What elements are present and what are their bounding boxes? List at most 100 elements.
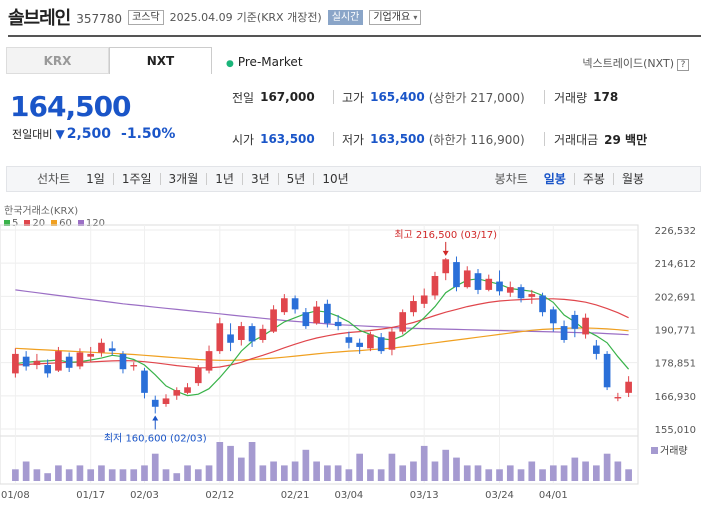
ma-legend-item[interactable]: 20: [24, 218, 45, 229]
volume-bar: [367, 469, 374, 481]
period-1d[interactable]: 1일: [78, 173, 114, 185]
volume-bar: [313, 461, 320, 481]
candle-weekly[interactable]: 주봉: [575, 173, 614, 185]
volume-bar: [496, 469, 503, 481]
candle-body: [356, 342, 363, 347]
x-tick-label: 04/01: [539, 490, 568, 501]
period-3y[interactable]: 3년: [243, 173, 279, 185]
candle-body: [593, 345, 600, 354]
candle-chart-button[interactable]: 봉차트: [494, 172, 528, 186]
volume-bar: [55, 465, 62, 481]
market-badge: 코스닥: [128, 9, 164, 25]
period-1w[interactable]: 1주일: [114, 173, 161, 185]
nextrade-link[interactable]: 넥스트레이드(NXT)?: [582, 55, 689, 71]
divider: [544, 132, 545, 146]
volume-bar: [173, 473, 181, 481]
stat-label: 시가: [232, 132, 255, 147]
volume-bar: [420, 445, 428, 481]
volume-bar: [270, 461, 277, 481]
stat-sub: (상한가 217,000): [428, 90, 525, 105]
stat-value: 163,500: [260, 132, 315, 146]
premarket-label: Pre-Market: [237, 55, 303, 69]
volume-bar: [216, 442, 224, 481]
y-tick-label: 178,851: [655, 359, 696, 370]
y-tick-label: 155,010: [655, 425, 696, 436]
candle-body: [334, 321, 342, 327]
line-chart-button[interactable]: 선차트: [37, 172, 71, 186]
candle-body: [184, 387, 191, 393]
stock-name: 솔브레인: [8, 8, 71, 29]
period-3m[interactable]: 3개월: [161, 173, 208, 185]
quote-date: 2025.04.09: [169, 10, 233, 24]
candle-body: [560, 326, 568, 340]
candle-body: [528, 294, 536, 297]
volume-bar: [108, 469, 116, 481]
candle-body: [55, 351, 62, 371]
x-tick-label: 03/13: [410, 490, 439, 501]
candle-body: [281, 298, 288, 313]
volume-bar: [388, 453, 396, 481]
volume-bar: [302, 449, 310, 481]
candle-body: [162, 398, 170, 404]
change-label: 전일대비: [12, 128, 53, 141]
legend-swatch-icon: [51, 220, 58, 226]
candle-body: [410, 301, 417, 313]
candle-body: [22, 356, 30, 367]
divider: [333, 90, 334, 104]
price-change: 전일대비 ▼ 2,500 -1.50%: [12, 126, 175, 142]
stat-value: 165,400: [370, 90, 425, 104]
nextrade-label: 넥스트레이드(NXT): [582, 57, 674, 70]
volume-bar: [259, 465, 267, 481]
ma-legend-item[interactable]: 5: [4, 218, 18, 229]
exchange-tabs: KRX NXT: [6, 47, 212, 74]
volume-bar: [194, 469, 202, 481]
candle-daily[interactable]: 일봉: [536, 173, 575, 185]
y-tick-label: 202,691: [655, 292, 696, 303]
volume-bar: [485, 469, 493, 481]
period-10y[interactable]: 10년: [322, 172, 349, 186]
help-icon[interactable]: ?: [677, 59, 689, 71]
volume-bar: [119, 469, 127, 481]
tab-nxt[interactable]: NXT: [109, 47, 212, 74]
volume-bar: [614, 461, 622, 481]
volume-bar: [506, 465, 514, 481]
volume-bar: [76, 465, 84, 481]
candle-body: [44, 365, 51, 374]
divider: [544, 90, 545, 104]
down-triangle-icon: ▼: [55, 127, 65, 141]
candle-body: [216, 323, 224, 352]
volume-bar: [324, 465, 331, 481]
candle-body: [108, 348, 116, 352]
legend-swatch-icon: [4, 220, 10, 226]
candle-body: [12, 353, 19, 374]
candle-body: [227, 334, 234, 343]
y-tick-label: 214,612: [655, 259, 696, 270]
price-chart[interactable]: 226,532 214,612 202,691 190,771 178,851 166,9…: [0, 200, 701, 506]
candle-monthly[interactable]: 월봉: [621, 172, 645, 186]
candle-body: [625, 381, 632, 393]
period-1y[interactable]: 1년: [207, 173, 243, 185]
ma-legend-item[interactable]: 120: [77, 218, 105, 229]
tab-krx[interactable]: KRX: [6, 47, 109, 74]
legend-swatch-icon: [24, 220, 31, 226]
x-tick-label: 02/12: [205, 490, 234, 501]
x-tick-label: 03/04: [334, 490, 363, 501]
candle-body: [399, 312, 407, 332]
candle-body: [388, 331, 396, 350]
ma-legend-item[interactable]: 60: [51, 218, 72, 229]
y-tick-label: 166,930: [655, 392, 696, 403]
volume-bar: [571, 457, 579, 481]
stock-header: 솔브레인 357780 코스닥 2025.04.09 기준(KRX 개장전) 실…: [0, 0, 701, 34]
candle-body: [141, 370, 148, 393]
volume-bar: [22, 461, 30, 481]
company-overview-button[interactable]: 기업개요 ▾: [369, 9, 422, 25]
volume-bar: [65, 469, 73, 481]
stat-label: 저가: [342, 132, 365, 147]
volume-bar: [625, 469, 632, 481]
candle-body: [367, 334, 374, 349]
candle-body: [582, 317, 589, 335]
legend-label: 120: [85, 218, 105, 229]
x-tick-label: 02/03: [130, 490, 159, 501]
period-5y[interactable]: 5년: [279, 173, 315, 185]
realtime-badge[interactable]: 실시간: [327, 9, 364, 25]
